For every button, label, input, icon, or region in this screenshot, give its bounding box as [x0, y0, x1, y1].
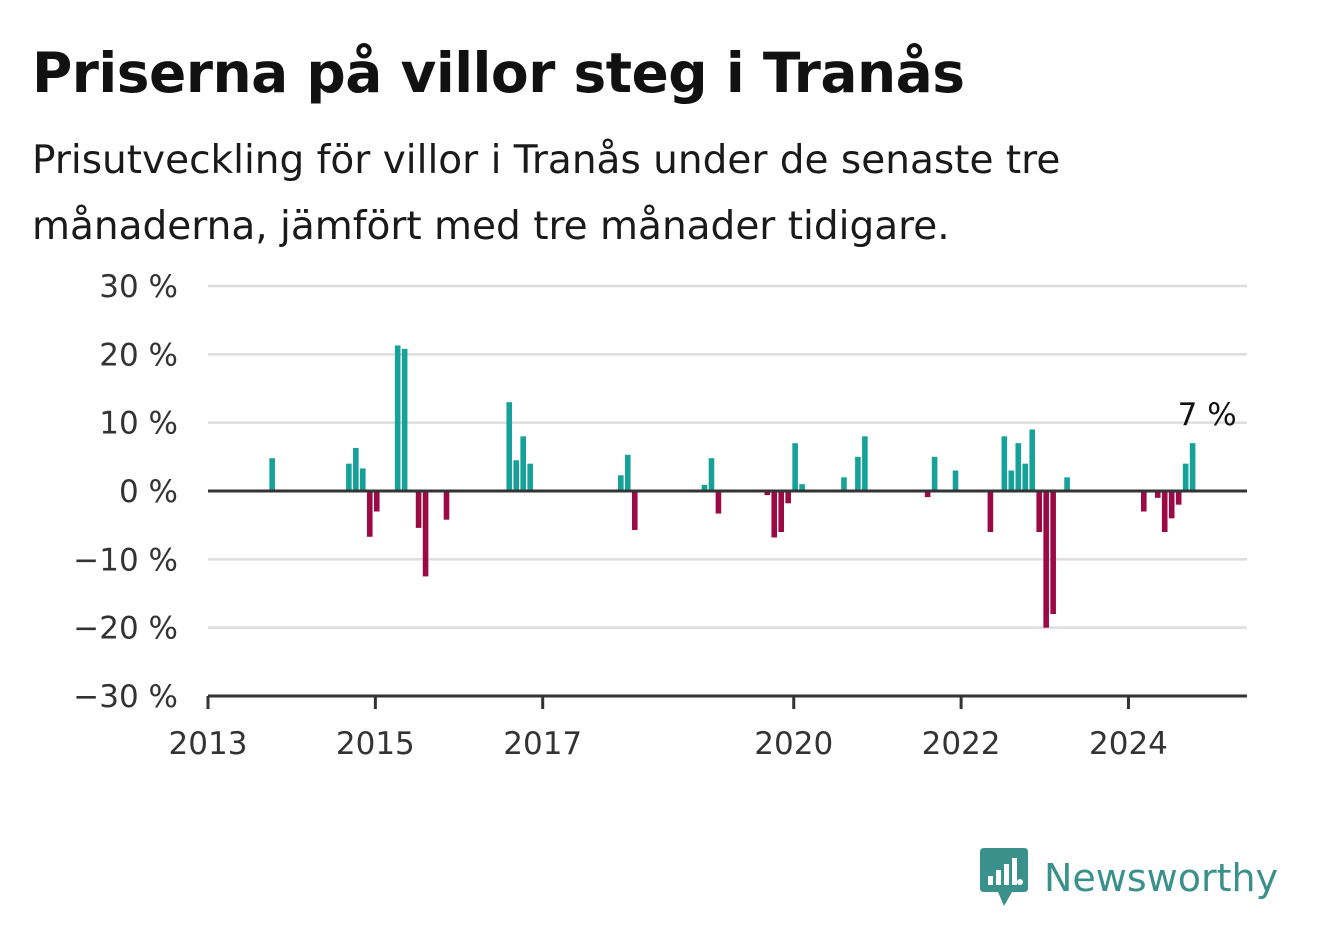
bar — [415, 491, 422, 528]
chart-title: Priserna på villor steg i Tranås — [32, 41, 965, 105]
bar — [1189, 443, 1196, 491]
x-tick-label: 2013 — [169, 726, 248, 762]
bar — [269, 458, 275, 491]
bar — [1015, 443, 1022, 491]
bar — [931, 456, 938, 491]
bar — [520, 436, 526, 491]
bar — [1043, 491, 1049, 628]
bar — [394, 345, 401, 491]
y-tick-label: 0 % — [119, 474, 178, 510]
bar — [1168, 491, 1175, 519]
latest-value-annotation: 7 % — [1178, 397, 1237, 433]
y-tick-label: −10 % — [73, 542, 178, 578]
bar — [1161, 491, 1168, 532]
bar — [1022, 463, 1029, 491]
annotations: 7 % — [1178, 397, 1237, 433]
bar — [708, 458, 715, 491]
x-axis-labels: 2013 2015 2017 2020 2022 2024 — [169, 726, 1168, 762]
bar — [1141, 491, 1147, 512]
bar — [841, 477, 847, 491]
bar — [862, 436, 868, 491]
bar — [1001, 436, 1008, 491]
bar — [792, 443, 798, 491]
bar — [952, 470, 959, 491]
newsworthy-logo-icon — [980, 848, 1028, 906]
bar — [527, 463, 533, 491]
bar — [764, 491, 771, 496]
bar — [506, 402, 513, 491]
bar — [785, 491, 791, 504]
bar — [855, 456, 861, 491]
bar — [924, 491, 931, 498]
bar — [1029, 429, 1036, 491]
bar — [701, 484, 708, 491]
x-tick-label: 2024 — [1089, 726, 1168, 762]
bar — [618, 475, 624, 491]
bar — [799, 484, 805, 491]
y-tick-label: 30 % — [99, 269, 178, 305]
y-tick-label: −20 % — [73, 611, 178, 647]
bar — [373, 491, 380, 512]
y-tick-label: 10 % — [99, 406, 178, 442]
bar — [778, 491, 784, 532]
bar — [987, 491, 994, 532]
bar — [366, 491, 373, 537]
bars — [269, 345, 1196, 628]
bar — [443, 491, 450, 520]
bar — [1154, 491, 1161, 498]
newsworthy-brand: Newsworthy — [980, 848, 1278, 908]
y-axis-labels: 30 % 20 % 10 % 0 % −10 % −20 % −30 % — [73, 269, 178, 715]
bar — [1036, 491, 1043, 532]
x-tick-label: 2022 — [922, 726, 1001, 762]
bar — [513, 460, 520, 491]
bar — [1050, 491, 1056, 614]
x-tick-label: 2017 — [503, 726, 582, 762]
grid-lines — [208, 284, 1247, 629]
bar — [1008, 470, 1015, 491]
bar — [360, 468, 366, 491]
bar — [715, 491, 722, 514]
chart-subtitle: Prisutveckling för villor i Tranås under… — [32, 138, 1061, 249]
brand-name: Newsworthy — [1044, 856, 1279, 900]
axes — [206, 489, 1247, 709]
x-tick-label: 2015 — [336, 726, 415, 762]
bar — [1175, 491, 1182, 505]
bar — [353, 447, 359, 491]
bar — [1064, 477, 1070, 491]
y-tick-label: −30 % — [73, 679, 178, 715]
bar — [1182, 463, 1189, 491]
x-tick-label: 2020 — [754, 726, 833, 762]
bar — [346, 463, 352, 491]
bar — [771, 491, 778, 538]
y-tick-label: 20 % — [99, 337, 178, 373]
bar — [422, 491, 429, 577]
bar — [631, 491, 638, 530]
bar — [624, 454, 631, 491]
bar — [401, 348, 408, 491]
